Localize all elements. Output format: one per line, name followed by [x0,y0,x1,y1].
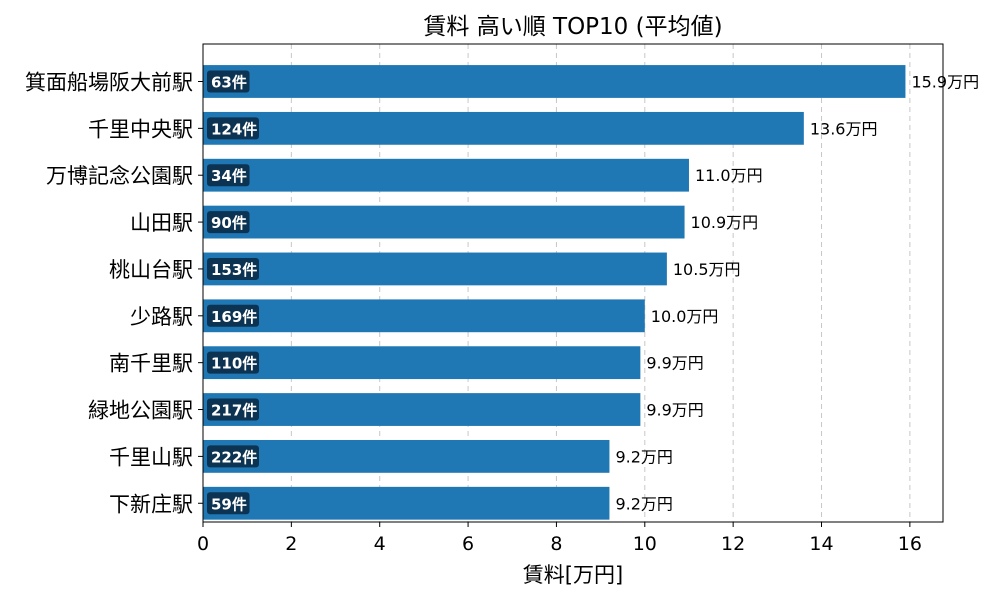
category-labels: 箕面船場阪大前駅千里中央駅万博記念公園駅山田駅桃山台駅少路駅南千里駅緑地公園駅千… [25,70,203,516]
count-badge [207,164,250,187]
x-tick-label: 12 [721,533,745,555]
count-badge [207,70,250,93]
bar [203,65,906,98]
bar [203,299,645,333]
count-badge [207,117,259,140]
category-label: 千里山駅 [109,445,193,469]
bar [203,252,667,286]
count-badge [207,492,250,515]
count-badge [207,351,259,374]
count-label: 217件 [211,402,257,420]
category-label: 桃山台駅 [109,258,193,282]
count-label: 59件 [211,495,247,513]
value-label: 15.9万円 [911,72,979,91]
count-label: 90件 [211,214,247,232]
bar [203,205,685,239]
count-badge [207,257,259,280]
count-label: 222件 [211,448,257,466]
value-label: 9.2万円 [615,494,672,513]
count-label: 169件 [211,308,257,326]
bar [203,346,641,380]
x-tick-label: 2 [285,533,297,555]
category-label: 下新庄駅 [109,492,193,516]
x-ticks: 0 2 4 6 8 10 12 14 16 [197,522,922,555]
category-label: 少路駅 [130,305,193,329]
x-tick-label: 16 [898,533,922,555]
value-label: 10.9万円 [691,213,759,232]
count-badge [207,445,259,468]
value-label: 10.5万円 [673,260,741,279]
value-label: 9.9万円 [646,401,703,420]
x-axis-label: 賃料[万円] [523,563,623,587]
value-label: 11.0万円 [695,166,763,185]
count-label: 63件 [211,73,247,91]
bar [203,486,610,520]
category-label: 千里中央駅 [88,117,193,141]
bars [203,65,906,520]
category-label: 山田駅 [130,211,193,235]
count-label: 110件 [211,355,257,373]
x-tick-label: 6 [462,533,474,555]
bar [203,158,689,192]
bar [203,393,641,426]
category-label: 万博記念公園駅 [46,164,193,188]
count-label: 153件 [211,261,257,279]
count-badge [207,211,250,234]
value-label: 10.0万円 [651,307,719,326]
count-badges: 63件 124件 34件 90件 153件 169件 110件 217件 222件 59件 [207,70,259,515]
category-label: 緑地公園駅 [88,399,193,423]
x-tick-label: 4 [374,533,386,555]
x-tick-label: 0 [197,533,209,555]
count-label: 34件 [211,167,247,185]
x-tick-label: 14 [809,533,833,555]
value-label: 13.6万円 [810,119,878,138]
value-label: 9.9万円 [646,354,703,373]
bar [203,439,610,473]
value-labels: 15.9万円 13.6万円 11.0万円 10.9万円 10.5万円 10.0万円 9.9万… [615,72,979,513]
category-label: 南千里駅 [109,352,193,376]
plot-frame [202,43,944,523]
chart-title: 賃料 高い順 TOP10 (平均値) [423,14,722,40]
count-badge [207,304,259,327]
count-badge [207,398,259,421]
category-label: 箕面船場阪大前駅 [25,70,193,94]
x-tick-label: 8 [550,533,562,555]
bar [203,111,804,145]
value-label: 9.2万円 [615,447,672,466]
x-tick-label: 10 [633,533,657,555]
count-label: 124件 [211,120,257,138]
